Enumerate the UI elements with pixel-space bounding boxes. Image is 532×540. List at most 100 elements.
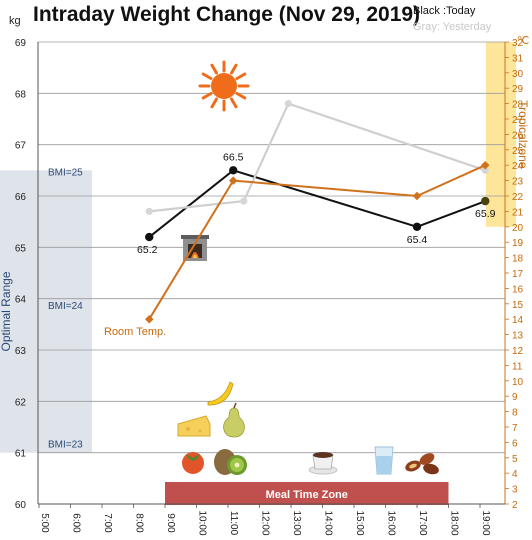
y-axis-unit-right: ℃ [517, 35, 529, 47]
data-label: 65.2 [137, 244, 158, 256]
sun-ray [201, 92, 213, 100]
sun-icon [198, 60, 250, 112]
persimmon-leaf [186, 454, 200, 461]
y-axis-unit-left: kg [9, 15, 21, 27]
y2-tick-label: 18 [512, 254, 524, 265]
pear-shape [223, 407, 245, 438]
y2-tick-label: 23 [512, 177, 524, 188]
cheese-icon [177, 415, 211, 437]
chart-title: Intraday Weight Change (Nov 29, 2019) [33, 3, 420, 26]
persimmon-icon [182, 452, 204, 474]
series-line-yesterday [149, 102, 486, 213]
room-temp-point [412, 191, 422, 201]
x-tick-label: 12:00 [260, 510, 271, 535]
x-tick-label: 7:00 [102, 513, 113, 533]
banana-icon [207, 381, 234, 406]
fireplace-opening [188, 244, 202, 258]
y-tick-label: 64 [15, 295, 27, 306]
today-point [229, 166, 238, 175]
fireplace-icon [181, 235, 209, 261]
y2-tick-label: 25 [512, 146, 524, 157]
dates-icon [405, 453, 439, 475]
y-tick-label: 68 [15, 89, 27, 100]
y2-tick-label: 5 [512, 454, 518, 465]
grid-layer [38, 41, 505, 505]
yesterday-point [481, 166, 489, 174]
x-tick-label: 15:00 [354, 510, 365, 535]
y2-tick-label: 27 [512, 115, 524, 126]
kiwi-core [234, 462, 240, 468]
tropical-zone-label: Tropicalzone [516, 100, 530, 169]
data-label: 65.4 [407, 234, 428, 246]
y2-tick-label: 10 [512, 377, 524, 388]
y2-tick-label: 20 [512, 223, 524, 234]
y2-tick-label: 11 [512, 361, 523, 372]
banana-shape [207, 381, 234, 406]
x-tick-label: 17:00 [417, 510, 428, 535]
today-point [481, 196, 490, 206]
legend-today: Black :Today [413, 5, 476, 17]
x-tick-label: 14:00 [323, 510, 334, 535]
yesterday-point [240, 197, 248, 205]
meal-time-zone-label: Meal Time Zone [266, 489, 348, 501]
meal-time-zone-bar [165, 482, 449, 505]
y-tick-label: 66 [15, 192, 27, 203]
y2-tick-label: 13 [512, 331, 524, 342]
optimal-range-label: Optimal Range [0, 271, 13, 351]
y-tick-label: 62 [15, 397, 27, 408]
y2-tick-label: 22 [512, 192, 524, 203]
date-fruit [419, 453, 435, 465]
y-tick-label: 60 [15, 500, 27, 511]
today-point [412, 222, 422, 231]
icons-layer [177, 60, 439, 475]
series-layer: 65.2 66.5 65.4 65.9 Room Temp. [104, 100, 496, 338]
fireplace-flame-inner [193, 254, 197, 258]
y2-tick-label: 3 [512, 485, 518, 496]
yesterday-point [145, 207, 153, 215]
y2-tick-label: 31 [512, 53, 524, 64]
kiwi-icon [214, 449, 247, 475]
optimal-range-band [0, 170, 92, 453]
sun-ray [210, 63, 218, 75]
x-tick-label: 11:00 [228, 511, 239, 536]
sun-ray [230, 97, 238, 109]
bands-layer: Optimal Range Tropicalzone BMI=25 BMI=24 BMI… [0, 42, 530, 505]
x-tick-label: 13:00 [291, 510, 302, 535]
y2-tick-label: 4 [512, 469, 518, 480]
bmi-label: BMI=23 [48, 440, 83, 451]
series-line-today [148, 169, 486, 238]
sun-ray [210, 97, 218, 109]
series-line-room-temp- [148, 164, 486, 320]
y2-tick-label: 17 [512, 269, 524, 280]
sun-ray [230, 63, 238, 75]
x-tick-label: 18:00 [449, 510, 460, 535]
x-tick-label: 16:00 [386, 510, 397, 535]
pear-icon [223, 402, 245, 438]
y2-tick-label: 29 [512, 84, 524, 95]
sun-ray [235, 72, 247, 80]
x-tick-label: 9:00 [165, 513, 176, 533]
room-temp-point [481, 160, 490, 170]
x-tick-label: 6:00 [71, 513, 82, 533]
x-tick-label: 8:00 [134, 513, 145, 533]
x-tick-label: 19:00 [480, 510, 491, 535]
pear-stem [233, 402, 237, 409]
sun-ray [235, 92, 247, 100]
data-label: 65.9 [475, 208, 496, 220]
x-tick-label: 10:00 [197, 510, 208, 535]
y2-tick-label: 9 [512, 392, 518, 403]
y2-tick-label: 14 [512, 315, 524, 326]
cheese-shape [177, 415, 211, 437]
persimmon-body [182, 452, 204, 474]
axes-layer: 6061626364656667686923456789101112131415… [15, 38, 524, 536]
y2-tick-label: 28 [512, 100, 524, 111]
y2-tick-label: 24 [512, 161, 524, 172]
y2-tick-label: 2 [512, 500, 518, 511]
date-fruit [423, 463, 439, 475]
room-temp-point [145, 314, 154, 324]
room-temp-point [229, 176, 238, 185]
bmi-label: BMI=25 [48, 167, 83, 178]
y2-tick-label: 26 [512, 130, 524, 141]
coffee-icon [308, 452, 338, 475]
